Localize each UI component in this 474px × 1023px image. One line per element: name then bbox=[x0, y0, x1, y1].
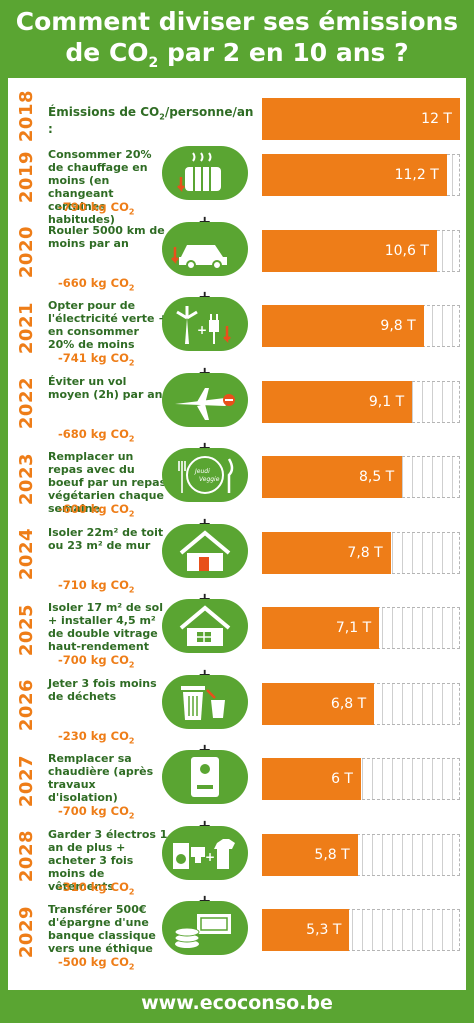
co2-saving: -741 kg CO2 bbox=[58, 351, 135, 368]
year-label: 2024 bbox=[15, 528, 37, 581]
emission-bar: 9,8 T bbox=[262, 305, 424, 347]
appliances-icon: + bbox=[162, 825, 248, 880]
step-description: Opter pour de l'électricité verte + en c… bbox=[48, 299, 168, 351]
step-row: 2026 Jeter 3 fois moins de déchets -230 kg… bbox=[8, 671, 466, 747]
baseline-bar: 12 T bbox=[262, 98, 460, 140]
co2-saving: -310 kg CO2 bbox=[58, 879, 135, 896]
emission-bar: 5,3 T bbox=[262, 909, 350, 951]
step-description: Transférer 500€ d'épargne d'une banque c… bbox=[48, 903, 156, 955]
year-label: 2028 bbox=[15, 830, 37, 883]
emission-bar: 9,1 T bbox=[262, 380, 413, 423]
year-label: 2023 bbox=[15, 452, 37, 506]
step-description: Éviter un vol moyen (2h) par an bbox=[48, 374, 163, 401]
step-row: 2025 Isoler 17 m² de sol + installer 4,5 … bbox=[8, 595, 466, 671]
trash-icon bbox=[162, 674, 248, 729]
co2-saving: -230 kg CO2 bbox=[58, 728, 135, 745]
year-label: 2020 bbox=[15, 226, 37, 279]
step-row: 2027 Remplacer sa chaudière (après travau… bbox=[8, 746, 466, 822]
plane-icon bbox=[162, 372, 248, 427]
emission-bar: 5,8 T bbox=[262, 833, 358, 876]
year-label: 2018 bbox=[15, 89, 37, 143]
step-row: 2022 Éviter un vol moyen (2h) par an -680 … bbox=[8, 369, 466, 445]
car-icon bbox=[162, 221, 248, 276]
step-row: 2029 Transférer 500€ d'épargne d'une banq… bbox=[8, 897, 466, 973]
website-url[interactable]: www.ecoconso.be bbox=[141, 992, 333, 1014]
emission-bar: 11,2 T bbox=[262, 154, 447, 196]
year-label: 2019 bbox=[15, 150, 37, 204]
co2-saving: -500 kg CO2 bbox=[58, 955, 135, 972]
emission-bar: 6,8 T bbox=[262, 682, 375, 725]
co2-saving: -660 kg CO2 bbox=[58, 275, 135, 292]
house-window-icon bbox=[162, 599, 248, 653]
emission-bar: 10,6 T bbox=[262, 229, 437, 272]
co2-saving: -680 kg CO2 bbox=[58, 426, 135, 443]
boiler-icon bbox=[162, 750, 248, 804]
title-line2: de CO2 par 2 en 10 ans ? bbox=[65, 38, 409, 71]
baseline-label: Émissions de CO2/personne/an : bbox=[48, 105, 254, 137]
baseline-row: 2018 Émissions de CO2/personne/an : 12 T bbox=[8, 86, 466, 142]
svg-text:Veggie: Veggie bbox=[199, 476, 220, 483]
year-label: 2026 bbox=[15, 679, 37, 732]
svg-text:+: + bbox=[205, 850, 215, 864]
step-row: 2021 Opter pour de l'électricité verte + … bbox=[8, 293, 466, 369]
step-row: 2023 Remplacer un repas avec du boeuf par… bbox=[8, 444, 466, 520]
svg-text:Jeudi: Jeudi bbox=[194, 468, 210, 475]
year-label: 2021 bbox=[15, 301, 37, 355]
infographic-panel: 2018 Émissions de CO2/personne/an : 12 T… bbox=[8, 78, 466, 990]
step-description: Garder 3 électros 1 an de plus + acheter… bbox=[48, 827, 168, 893]
money-icon bbox=[162, 901, 248, 955]
emission-bar: 7,8 T bbox=[262, 531, 391, 574]
year-label: 2029 bbox=[15, 905, 37, 959]
step-description: Consommer 20% de chauffage en moins (en … bbox=[48, 148, 152, 226]
step-row: 2024 Isoler 22m² de toit ou 23 m² de mur -… bbox=[8, 520, 466, 596]
year-label: 2022 bbox=[15, 377, 37, 430]
wind-plug-icon: + bbox=[162, 297, 248, 351]
step-row: 2028 Garder 3 électros 1 an de plus + ach… bbox=[8, 822, 466, 898]
step-row: 2019 Consommer 20% de chauffage en moins … bbox=[8, 142, 466, 226]
radiator-icon bbox=[162, 146, 248, 200]
plate-icon: Jeudi Veggie bbox=[162, 448, 248, 502]
co2-saving: -790 kg CO2 bbox=[58, 200, 135, 217]
page-title: Comment diviser ses émissions de CO2 par… bbox=[0, 0, 474, 78]
emission-bar: 6 T bbox=[262, 758, 361, 800]
year-label: 2027 bbox=[15, 754, 37, 808]
co2-saving: -600 kg CO2 bbox=[58, 502, 135, 519]
step-description: Remplacer sa chaudière (après travaux d'… bbox=[48, 752, 154, 804]
step-description: Rouler 5000 km de moins par an bbox=[48, 223, 165, 250]
step-description: Isoler 17 m² de sol + installer 4,5 m² d… bbox=[48, 601, 163, 653]
emission-bar: 8,5 T bbox=[262, 456, 403, 498]
step-description: Jeter 3 fois moins de déchets bbox=[48, 676, 157, 703]
svg-text:+: + bbox=[197, 323, 207, 337]
emission-bar: 7,1 T bbox=[262, 607, 380, 649]
co2-saving: -700 kg CO2 bbox=[58, 653, 135, 670]
step-description: Remplacer un repas avec du boeuf par un … bbox=[48, 450, 167, 515]
co2-saving: -700 kg CO2 bbox=[58, 804, 135, 821]
co2-saving: -710 kg CO2 bbox=[58, 577, 135, 594]
step-description: Isoler 22m² de toit ou 23 m² de mur bbox=[48, 525, 164, 552]
house-icon bbox=[162, 523, 248, 578]
step-row: 2020 Rouler 5000 km de moins par an -660 k… bbox=[8, 218, 466, 294]
title-line1: Comment diviser ses émissions bbox=[15, 7, 459, 36]
year-label: 2025 bbox=[15, 603, 37, 657]
